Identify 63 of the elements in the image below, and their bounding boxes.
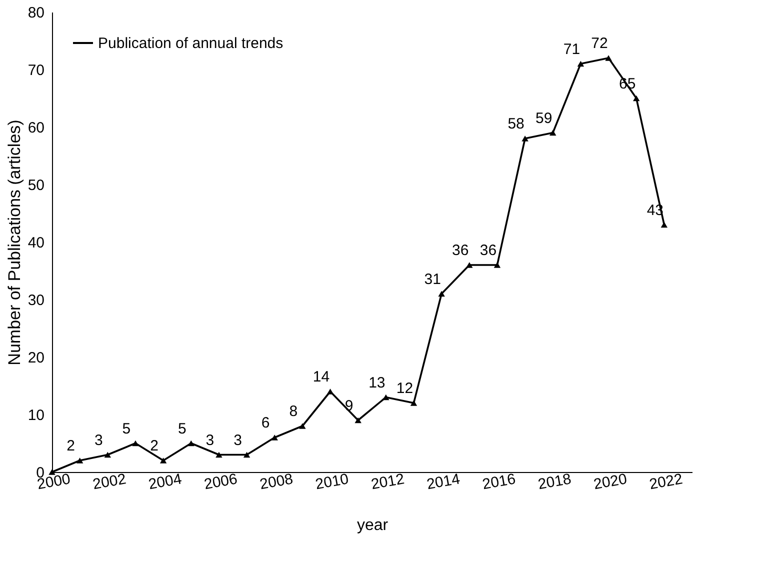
point bbox=[577, 60, 584, 67]
x-axis-title: year bbox=[356, 517, 389, 534]
point bbox=[382, 394, 390, 400]
y-tick-label: 50 bbox=[28, 177, 44, 194]
x-tick-label: 2008 bbox=[258, 470, 294, 494]
y-tick-label: 40 bbox=[28, 234, 44, 252]
data-label: 3 bbox=[234, 432, 242, 449]
point bbox=[605, 55, 612, 61]
y-tick-label: 30 bbox=[28, 292, 44, 309]
point bbox=[243, 452, 250, 458]
y-tick-label: 70 bbox=[28, 62, 44, 79]
x-tick-label: 2006 bbox=[202, 470, 239, 494]
x-tick-label: 2018 bbox=[536, 470, 573, 494]
point bbox=[216, 452, 222, 458]
data-label: 13 bbox=[368, 374, 386, 392]
data-label: 72 bbox=[591, 35, 608, 52]
point bbox=[76, 458, 84, 464]
point bbox=[326, 388, 334, 394]
point bbox=[466, 262, 473, 268]
data-label: 3 bbox=[94, 432, 103, 449]
data-label: 58 bbox=[508, 116, 524, 132]
point bbox=[632, 95, 640, 102]
data-label: 5 bbox=[178, 420, 186, 438]
y-tick-label: 60 bbox=[28, 120, 44, 136]
point bbox=[494, 262, 501, 268]
point bbox=[104, 452, 112, 458]
point bbox=[660, 222, 668, 228]
data-label: 71 bbox=[563, 40, 580, 58]
data-label: 59 bbox=[536, 110, 552, 127]
point bbox=[299, 423, 306, 429]
x-tick-label: 2004 bbox=[147, 470, 184, 494]
x-tick-label: 2010 bbox=[314, 470, 350, 494]
x-tick-label: 2022 bbox=[648, 470, 684, 494]
data-label: 12 bbox=[396, 380, 414, 397]
data-label: 2 bbox=[150, 438, 158, 454]
x-tick-label: 2002 bbox=[92, 470, 128, 494]
point bbox=[160, 458, 167, 464]
y-tick-label: 10 bbox=[28, 407, 44, 424]
data-label: 8 bbox=[289, 403, 298, 420]
x-tick-label: 2014 bbox=[425, 470, 462, 494]
point bbox=[188, 440, 194, 446]
legend-label: Publication of annual trends bbox=[98, 35, 284, 52]
data-label: 14 bbox=[312, 368, 330, 386]
point bbox=[522, 136, 528, 142]
data-label: 31 bbox=[424, 270, 441, 288]
y-tick-label: 20 bbox=[28, 350, 44, 366]
data-label: 6 bbox=[261, 414, 270, 432]
data-label: 36 bbox=[480, 242, 497, 259]
x-tick-label: 2016 bbox=[481, 470, 517, 494]
x-tick-label: 2020 bbox=[592, 470, 628, 494]
data-label: 3 bbox=[206, 432, 214, 449]
point bbox=[438, 290, 445, 297]
point bbox=[410, 400, 418, 406]
data-label: 36 bbox=[452, 242, 469, 259]
data-label: 2 bbox=[66, 438, 75, 454]
data-label: 5 bbox=[122, 420, 131, 438]
point bbox=[550, 130, 556, 136]
y-axis-title: Number of Publications (articles) bbox=[4, 120, 24, 366]
point bbox=[271, 434, 278, 440]
point bbox=[354, 417, 362, 424]
x-tick-label: 2012 bbox=[370, 470, 406, 494]
y-tick-label: 80 bbox=[28, 4, 44, 22]
point bbox=[132, 440, 139, 446]
